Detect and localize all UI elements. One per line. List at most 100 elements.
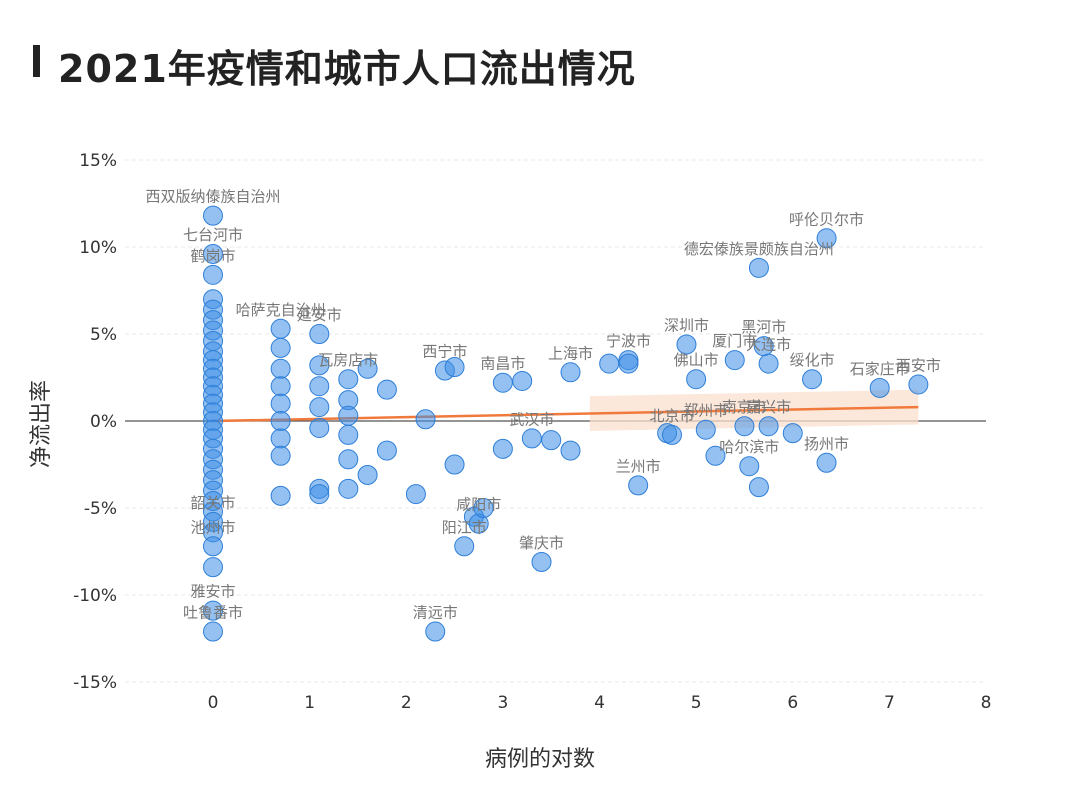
title-accent-bar (33, 45, 40, 77)
data-point (270, 411, 291, 431)
data-point (758, 353, 779, 374)
point-label: 阳江市 (442, 518, 487, 536)
data-point (270, 358, 291, 379)
data-point (599, 353, 620, 374)
point-label: 兰州市 (616, 457, 661, 475)
data-point (816, 228, 837, 249)
data-point (531, 551, 552, 572)
y-tick-label: -10% (73, 586, 117, 606)
data-point (309, 355, 330, 376)
point-label: 嘉兴市 (746, 398, 791, 416)
data-point (338, 369, 359, 390)
data-point (425, 621, 446, 642)
point-label: 郑州市 (683, 402, 728, 420)
data-point (338, 424, 359, 445)
data-point (415, 409, 436, 430)
data-point (676, 334, 697, 355)
x-tick-label: 7 (884, 693, 895, 713)
data-point (338, 405, 359, 426)
point-label: 上海市 (548, 344, 593, 362)
x-tick-label: 5 (691, 693, 702, 713)
data-point (560, 440, 581, 461)
point-label: 韶关市 (190, 494, 235, 512)
data-point (357, 358, 378, 379)
data-point (628, 475, 649, 496)
data-point (270, 376, 291, 397)
point-label: 武汉市 (509, 410, 554, 428)
point-label: 呼伦贝尔市 (789, 210, 864, 228)
data-point (782, 423, 803, 444)
point-label: 西宁市 (422, 343, 467, 361)
data-point (758, 416, 779, 437)
point-label: 吐鲁番市 (183, 604, 243, 622)
data-point (541, 430, 562, 451)
data-point (270, 445, 291, 466)
chart-title: 2021年疫情和城市人口流出情况 (58, 47, 636, 91)
point-label: 延安市 (297, 306, 342, 324)
data-point (376, 379, 397, 400)
x-tick-label: 4 (594, 693, 605, 713)
data-point (203, 205, 223, 226)
y-tick-label: -15% (73, 673, 117, 693)
data-point (444, 357, 465, 378)
point-label: 西安市 (896, 356, 941, 374)
x-axis-label: 病例的对数 (485, 747, 595, 772)
data-point (473, 498, 494, 518)
point-label: 黑河市 (741, 318, 786, 336)
y-tick-label: 10% (79, 238, 117, 258)
point-label: 咸阳市 (456, 496, 501, 514)
trend-layer (212, 389, 919, 431)
data-point (705, 445, 726, 466)
x-tick-label: 1 (304, 693, 315, 713)
data-point (338, 449, 359, 470)
point-label: 哈尔滨市 (719, 438, 779, 456)
point-label: 七台河市 (183, 226, 243, 244)
point-label: 雅安市 (190, 583, 235, 601)
data-point (724, 350, 745, 371)
data-point (309, 484, 330, 505)
y-axis-ticks: 15% 10% 5% 0% -5% -10% -15% (73, 151, 117, 693)
y-axis-label: 净流出率 (29, 380, 54, 468)
data-point (270, 337, 291, 358)
data-point (338, 478, 359, 499)
data-point (203, 536, 223, 557)
x-tick-label: 3 (497, 693, 508, 713)
data-point (492, 438, 513, 459)
data-points (203, 205, 929, 642)
data-point (444, 454, 465, 475)
data-point (203, 557, 223, 578)
data-point (270, 428, 291, 449)
data-point (734, 416, 755, 437)
data-point (869, 377, 890, 398)
point-label: 清远市 (413, 604, 458, 622)
data-point (270, 485, 291, 506)
data-point (309, 376, 330, 397)
point-label: 北京市 (649, 407, 694, 425)
data-point (560, 362, 581, 383)
point-label: 石家庄市 (850, 360, 910, 378)
data-point (492, 372, 513, 393)
x-tick-label: 8 (981, 693, 992, 713)
data-point (695, 419, 716, 440)
data-point (270, 318, 291, 339)
point-label: 西双版纳傣族自治州 (145, 188, 280, 206)
data-point (748, 477, 769, 498)
x-axis-ticks: 0 1 2 3 4 5 6 7 8 (208, 693, 992, 713)
data-point (309, 397, 330, 418)
point-label: 德宏傣族景颇族自治州 (684, 240, 834, 258)
x-tick-label: 2 (401, 693, 412, 713)
point-label: 哈萨克自治州 (236, 301, 326, 319)
data-point (376, 440, 397, 461)
data-point (748, 257, 769, 278)
data-point (512, 370, 533, 391)
point-label: 池州市 (190, 518, 235, 536)
data-point (405, 484, 426, 505)
data-point (816, 452, 837, 473)
data-point (908, 374, 929, 395)
data-point (203, 243, 223, 264)
y-tick-label: 15% (79, 151, 117, 171)
data-point (309, 324, 330, 344)
data-point (686, 369, 707, 390)
y-tick-label: 0% (90, 412, 117, 432)
